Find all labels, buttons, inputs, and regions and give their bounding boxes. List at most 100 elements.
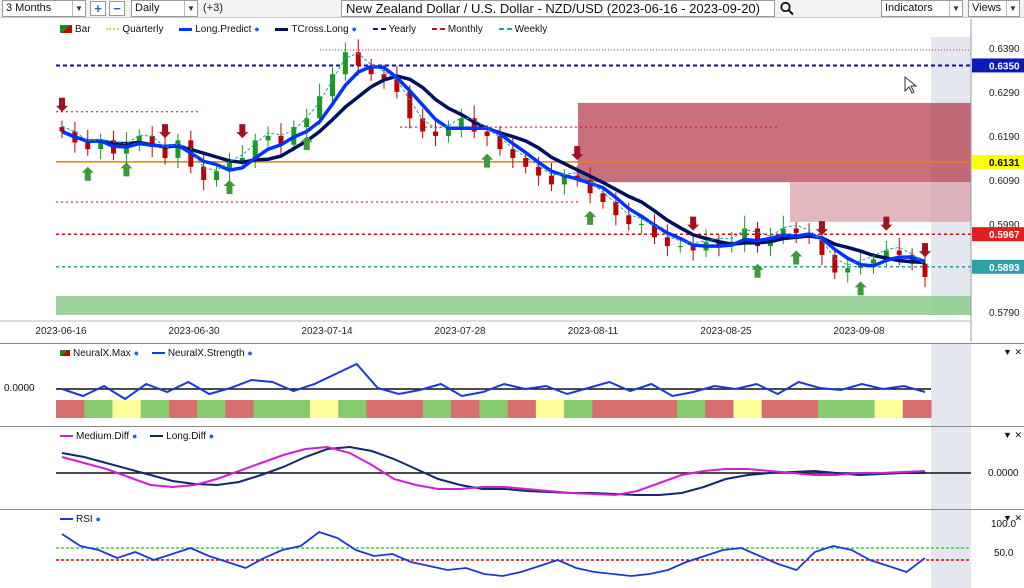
symbol-title: New Zealand Dollar / U.S. Dollar - NZD/U…: [346, 1, 760, 16]
legend-neuralx-strength[interactable]: NeuralX.Strength ●: [151, 348, 253, 359]
neuralx-axis-label: 0.0000: [4, 383, 35, 394]
rsi-legend: RSI ●: [60, 514, 111, 525]
candle-body: [561, 175, 567, 185]
candle-body: [265, 135, 271, 141]
candle-body: [445, 127, 451, 136]
legend-monthly[interactable]: Monthly: [431, 24, 483, 35]
legend-medium-diff[interactable]: Medium.Diff ●: [60, 431, 137, 442]
legend-long-diff[interactable]: Long.Diff ●: [150, 431, 214, 442]
price-badge-label: 0.5967: [989, 230, 1020, 241]
price-badge-label: 0.5893: [989, 263, 1020, 274]
neuralx-max-bar: [761, 400, 791, 418]
rsi-axis-50: 50.0: [994, 548, 1014, 559]
indicators-dropdown[interactable]: Indicators ▼: [881, 0, 963, 17]
range-dropdown[interactable]: 3 Months ▼: [2, 0, 86, 17]
panel-controls[interactable]: ▼ ✕: [1003, 430, 1022, 440]
candle-body: [278, 135, 284, 145]
price-tick-label: 0.6290: [989, 88, 1020, 99]
legend-bar[interactable]: Bar: [60, 24, 91, 35]
candle-body: [433, 131, 439, 136]
views-dropdown[interactable]: Views ▼: [968, 0, 1020, 17]
candle-body: [226, 162, 232, 172]
sell-arrow-icon: [880, 216, 893, 231]
chevron-down-icon: ▼: [1006, 1, 1019, 16]
neuralx-legend: NeuralX.Max ● NeuralX.Strength ●: [60, 348, 263, 359]
neuralx-max-bar: [168, 400, 198, 418]
sell-arrow-icon: [815, 221, 828, 236]
candle-body: [252, 140, 258, 158]
bar-swatch-icon: [60, 25, 72, 34]
legend-quarterly[interactable]: Quarterly: [106, 24, 163, 35]
date-tick-label: 2023-07-14: [301, 326, 353, 337]
rsi-panel[interactable]: RSI ● 100.0 50.0 ▼ ✕: [0, 509, 1024, 588]
search-icon[interactable]: [779, 1, 795, 16]
neuralx-max-bar: [818, 400, 847, 418]
legend-rsi[interactable]: RSI ●: [60, 514, 101, 525]
neuralx-max-bar: [479, 400, 509, 418]
medium-diff-line: [61, 445, 926, 497]
rsi-axis-100: 100.0: [991, 519, 1017, 530]
price-chart[interactable]: 0.6390 0.6290 0.6190 0.6090 0.5990 0.5790 0.63…: [0, 19, 1024, 342]
legend-neuralx-max[interactable]: NeuralX.Max ●: [60, 348, 139, 359]
future-shade: [931, 510, 971, 588]
neuralx-max-bar: [422, 400, 452, 418]
chevron-down-icon: ▼: [184, 1, 197, 16]
panel-controls[interactable]: ▼ ✕: [1003, 513, 1022, 523]
diff-axis-label: 0.0000: [988, 468, 1019, 479]
candle-body: [407, 91, 413, 119]
zoom-in-button[interactable]: +: [90, 1, 106, 16]
price-badge: [972, 58, 1024, 73]
legend-long-predict[interactable]: Long.Predict ●: [179, 24, 260, 35]
candle-body: [98, 140, 104, 150]
panel-controls[interactable]: ▼ ✕: [1003, 347, 1022, 357]
neuralx-max-bar: [705, 400, 734, 418]
buy-arrow-icon: [481, 153, 494, 168]
legend-tcross-long[interactable]: TCross.Long ●: [275, 24, 357, 35]
diff-legend: Medium.Diff ● Long.Diff ●: [60, 431, 224, 442]
sell-arrow-icon: [236, 124, 249, 139]
future-shade: [931, 427, 971, 509]
zoom-out-button[interactable]: −: [109, 1, 125, 16]
interval-dropdown[interactable]: Daily ▼: [131, 0, 198, 17]
candle-body: [587, 180, 593, 194]
neuralx-max-bar: [84, 400, 113, 418]
sell-arrow-icon: [919, 243, 931, 258]
candle-body: [845, 268, 851, 273]
settings-dot-icon: ●: [351, 24, 357, 34]
neuralx-panel[interactable]: NeuralX.Max ● NeuralX.Strength ● 0.0000 …: [0, 343, 1024, 426]
neuralx-strength-line: [61, 362, 926, 401]
price-tick-label: 0.6090: [989, 176, 1020, 187]
date-tick-label: 2023-08-11: [568, 326, 619, 337]
price-badge-label: 0.6131: [989, 158, 1020, 169]
legend-weekly[interactable]: Weekly: [498, 24, 547, 35]
diff-panel[interactable]: Medium.Diff ● Long.Diff ● 0.0000 ▼ ✕: [0, 426, 1024, 509]
candle-body: [497, 135, 503, 150]
price-badge: [972, 227, 1024, 242]
buy-arrow-icon: [751, 263, 764, 278]
candle-body: [458, 118, 464, 128]
resistance-zone: [578, 102, 971, 183]
candle-body: [317, 96, 323, 119]
neuralx-max-bar: [253, 400, 283, 418]
candle-body: [162, 146, 168, 158]
candle-body: [214, 171, 220, 180]
rsi-chart[interactable]: [0, 510, 1024, 588]
candle-body: [896, 250, 902, 255]
candle-body: [59, 127, 65, 132]
legend-yearly[interactable]: Yearly: [372, 24, 416, 35]
price-panel[interactable]: 0.6390 0.6290 0.6190 0.6090 0.5990 0.5790 0.63…: [0, 19, 1024, 342]
buy-arrow-icon: [300, 135, 313, 150]
neuralx-max-bar: [535, 400, 565, 418]
candle-body: [201, 166, 207, 180]
sell-arrow-icon: [56, 97, 68, 112]
symbol-title-input[interactable]: New Zealand Dollar / U.S. Dollar - NZD/U…: [341, 0, 775, 17]
candle-body: [484, 131, 490, 136]
date-tick-label: 2023-09-08: [833, 326, 885, 337]
neuralx-chart[interactable]: [0, 344, 1024, 426]
diff-chart[interactable]: [0, 427, 1024, 509]
buy-arrow-icon: [81, 166, 94, 181]
price-badge-label: 0.6350: [989, 61, 1020, 72]
indicator-count[interactable]: (+3): [203, 2, 223, 14]
neuralx-max-bar: [620, 400, 650, 418]
candle-body: [832, 254, 838, 273]
